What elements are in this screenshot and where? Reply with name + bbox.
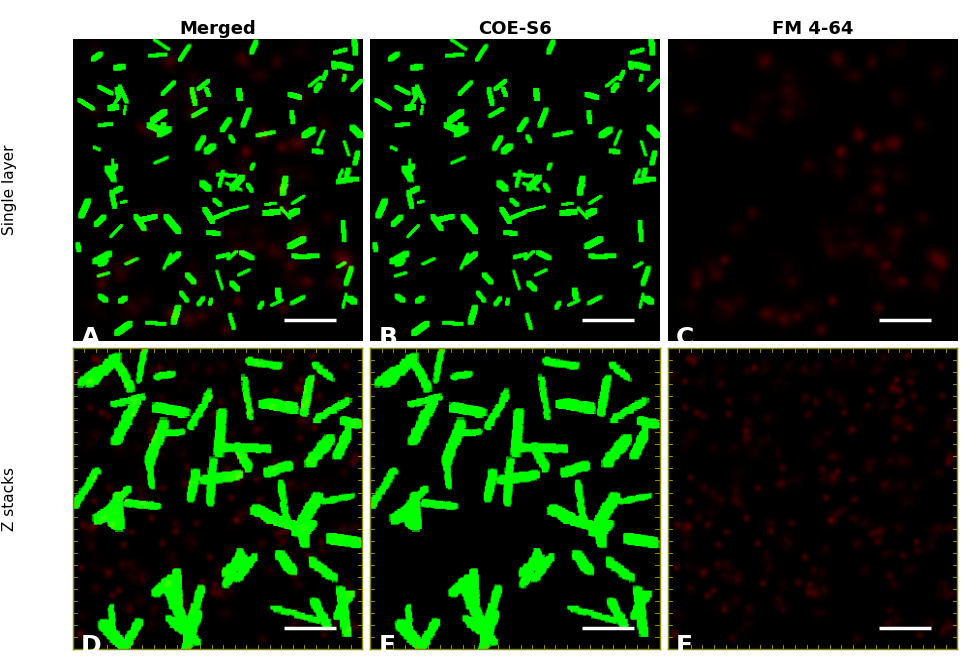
Text: Z stacks: Z stacks <box>2 466 17 531</box>
Text: COE-S6: COE-S6 <box>478 20 552 37</box>
Text: B: B <box>379 326 397 350</box>
Text: E: E <box>379 634 396 656</box>
Text: F: F <box>676 634 693 656</box>
Text: Merged: Merged <box>179 20 256 37</box>
Text: A: A <box>81 326 101 350</box>
Text: Single layer: Single layer <box>2 145 17 236</box>
Text: D: D <box>81 634 102 656</box>
Text: C: C <box>676 326 694 350</box>
Text: FM 4-64: FM 4-64 <box>772 20 853 37</box>
